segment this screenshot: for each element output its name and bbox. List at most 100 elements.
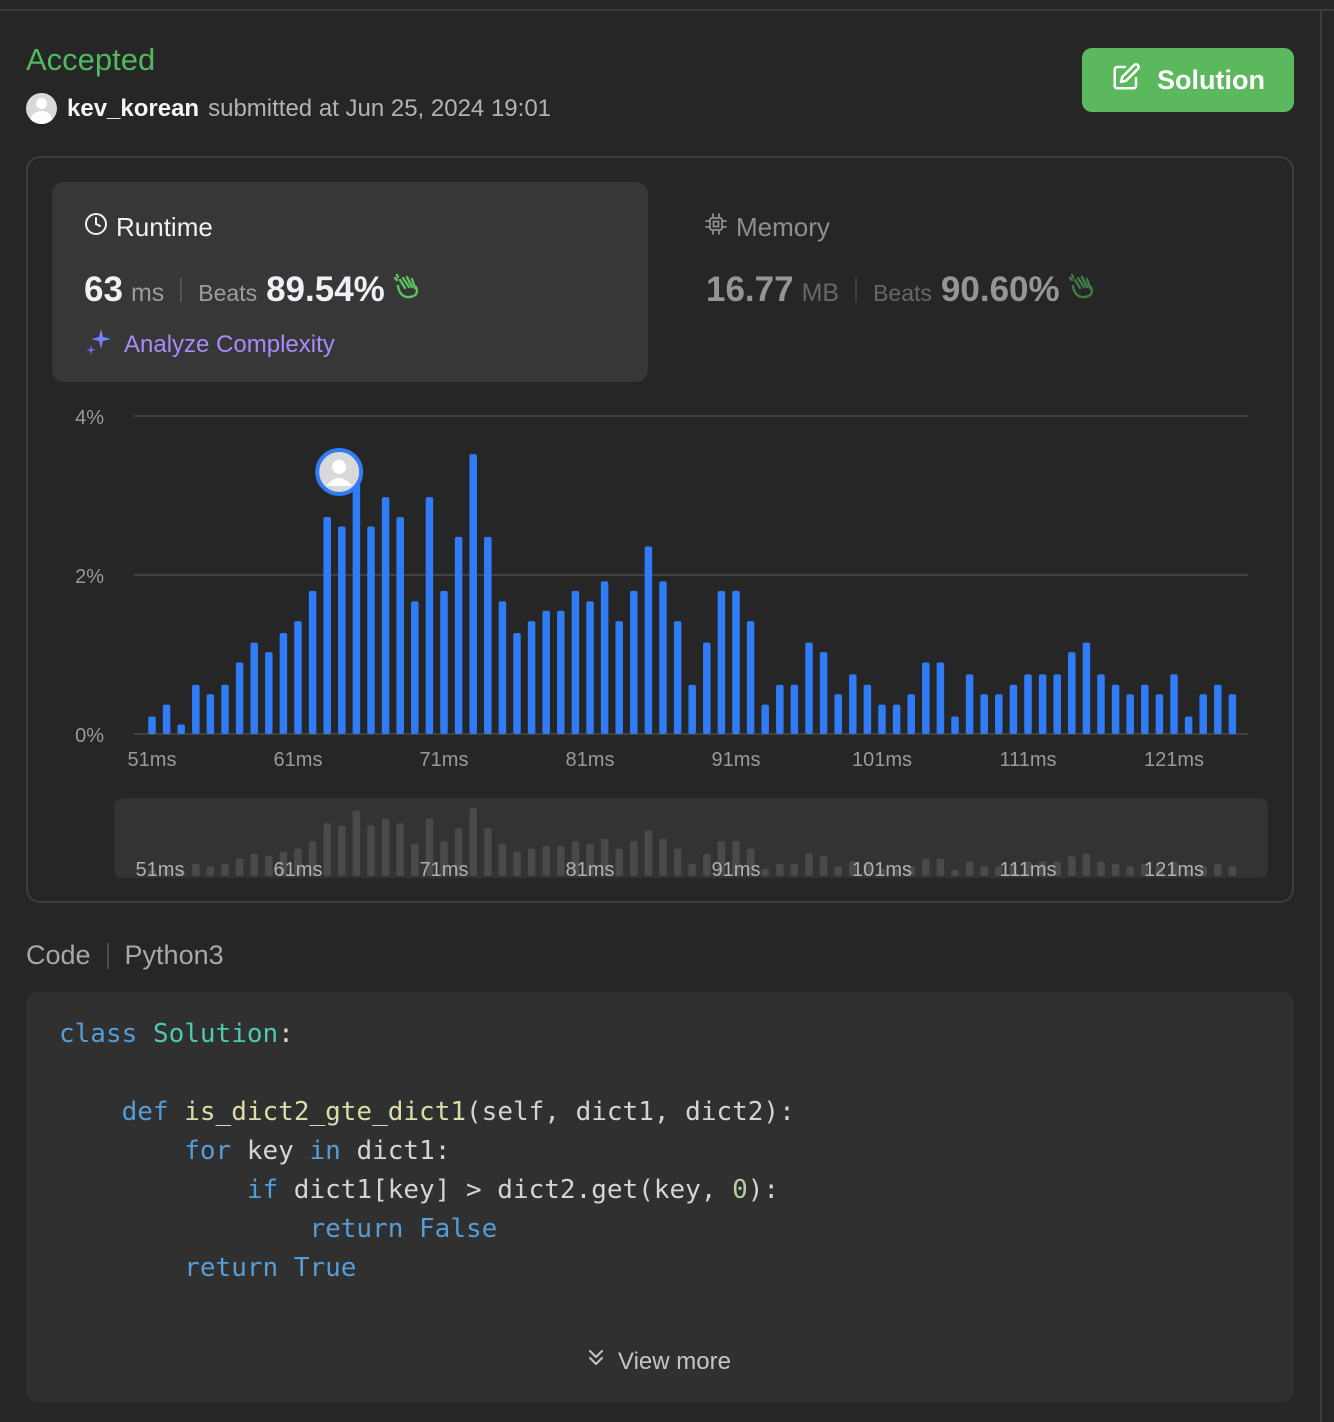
code-token: [59, 1214, 309, 1244]
chart-bar[interactable]: [235, 662, 244, 734]
chart-bar[interactable]: [746, 621, 755, 734]
navigator-bar: [1228, 866, 1237, 876]
chart-bar[interactable]: [338, 526, 346, 734]
chart-bar[interactable]: [907, 694, 915, 734]
solution-button[interactable]: Solution: [1082, 48, 1294, 112]
chart-bar[interactable]: [440, 590, 448, 734]
chart-bar[interactable]: [892, 704, 901, 734]
username-link[interactable]: kev_korean: [67, 94, 200, 122]
chart-bar[interactable]: [615, 621, 623, 734]
code-token: [59, 1097, 122, 1127]
chart-bar[interactable]: [323, 516, 331, 734]
runtime-beats-percent: 89.54%: [266, 270, 385, 309]
memory-title-label: Memory: [736, 211, 830, 242]
chart-bar[interactable]: [367, 526, 375, 734]
chart-bar[interactable]: [513, 633, 521, 734]
chart-bar[interactable]: [571, 590, 580, 734]
navigator-bar: [1053, 861, 1061, 876]
chart-bar[interactable]: [936, 662, 945, 734]
sparkle-icon: [84, 326, 114, 363]
runtime-card[interactable]: [52, 182, 648, 382]
chart-bar[interactable]: [1068, 652, 1076, 734]
chart-bar[interactable]: [148, 716, 156, 734]
chart-bar[interactable]: [1053, 674, 1061, 734]
your-submission-marker[interactable]: [315, 447, 364, 496]
memory-value: 16.77: [706, 270, 794, 309]
chart-bar[interactable]: [381, 497, 390, 734]
chart-bar[interactable]: [1155, 694, 1164, 734]
chart-bar[interactable]: [586, 601, 594, 734]
memory-beats-label: Beats: [873, 280, 932, 306]
chart-bar[interactable]: [951, 716, 959, 734]
chart-bar[interactable]: [922, 662, 930, 734]
chart-bar[interactable]: [1111, 684, 1120, 734]
chart-bar[interactable]: [162, 704, 171, 734]
chart-bar[interactable]: [863, 684, 872, 734]
chart-bar[interactable]: [221, 684, 229, 734]
chart-bar[interactable]: [411, 601, 419, 734]
chart-bar[interactable]: [1170, 674, 1178, 734]
chart-bar[interactable]: [673, 621, 682, 734]
chart-bar[interactable]: [177, 724, 185, 734]
chart-bar[interactable]: [980, 694, 988, 734]
chart-bar[interactable]: [250, 642, 258, 734]
metric-separator: [855, 278, 858, 302]
chart-bar[interactable]: [688, 684, 696, 734]
chart-bar[interactable]: [484, 536, 492, 734]
chart-bar[interactable]: [600, 581, 609, 734]
chart-bar[interactable]: [1082, 642, 1091, 734]
chart-bar[interactable]: [425, 497, 434, 734]
chart-bar[interactable]: [819, 652, 828, 734]
chart-bar[interactable]: [805, 642, 813, 734]
analyze-complexity-button[interactable]: Analyze Complexity: [84, 326, 335, 363]
chart-bar[interactable]: [352, 464, 361, 734]
chart-bar[interactable]: [1184, 716, 1193, 734]
chart-bar[interactable]: [1214, 684, 1222, 734]
chart-bar[interactable]: [396, 516, 404, 734]
chart-bar[interactable]: [1141, 684, 1149, 734]
chart-bar[interactable]: [192, 684, 200, 734]
chart-bar[interactable]: [454, 536, 463, 734]
chart-bar[interactable]: [1199, 694, 1207, 734]
chart-bar[interactable]: [527, 621, 536, 734]
chart-bar[interactable]: [1228, 694, 1237, 734]
code-token: [403, 1214, 419, 1244]
chart-bar[interactable]: [776, 684, 784, 734]
chart-bar[interactable]: [279, 633, 288, 734]
chart-bar[interactable]: [878, 704, 886, 734]
chart-bar[interactable]: [790, 684, 799, 734]
memory-title[interactable]: Memory: [704, 210, 830, 244]
code-token: [59, 1175, 247, 1205]
chart-bar[interactable]: [630, 590, 638, 734]
chart-bar[interactable]: [1126, 694, 1134, 734]
chart-bar[interactable]: [557, 610, 565, 734]
navigator-bar: [1214, 864, 1222, 876]
chart-bar[interactable]: [1038, 674, 1047, 734]
chart-bar[interactable]: [834, 694, 842, 734]
chart-bar[interactable]: [732, 590, 740, 734]
chart-bar[interactable]: [498, 601, 507, 734]
chart-bar[interactable]: [206, 694, 215, 734]
code-content[interactable]: class Solution: def is_dict2_gte_dict1(s…: [59, 1015, 795, 1288]
chart-bar[interactable]: [265, 652, 273, 734]
chart-bar[interactable]: [995, 694, 1003, 734]
code-line: def is_dict2_gte_dict1(self, dict1, dict…: [59, 1093, 795, 1132]
chart-bar[interactable]: [1009, 684, 1018, 734]
chart-bar[interactable]: [717, 590, 726, 734]
runtime-beats-label: Beats: [198, 280, 258, 306]
chart-bar[interactable]: [965, 674, 974, 734]
view-more-button[interactable]: View more: [584, 1346, 731, 1377]
chart-bar[interactable]: [703, 642, 711, 734]
chart-bar[interactable]: [644, 546, 653, 734]
chart-bar[interactable]: [542, 610, 550, 734]
chart-bar[interactable]: [469, 454, 477, 734]
chart-bar[interactable]: [1024, 674, 1032, 734]
solution-button-label: Solution: [1157, 64, 1265, 95]
chart-bar[interactable]: [294, 621, 302, 734]
avatar[interactable]: [26, 93, 57, 124]
chart-bar[interactable]: [659, 581, 667, 734]
chart-bar[interactable]: [849, 674, 857, 734]
chart-bar[interactable]: [308, 590, 317, 734]
chart-bar[interactable]: [761, 704, 769, 734]
chart-bar[interactable]: [1097, 674, 1105, 734]
